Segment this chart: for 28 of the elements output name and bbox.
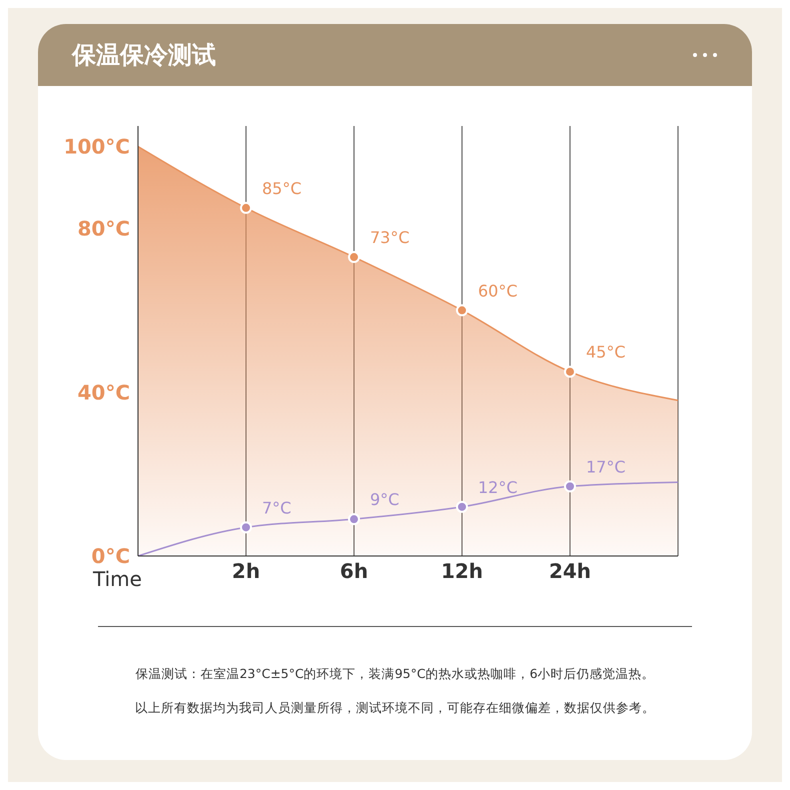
data-label: 12°C (478, 478, 518, 497)
data-label: 17°C (586, 457, 626, 476)
x-axis-title: Time (92, 567, 142, 591)
point (240, 202, 252, 214)
data-label: 45°C (586, 342, 626, 362)
data-label: 9°C (370, 490, 400, 510)
point (348, 251, 360, 264)
y-tick-label: 80°C (77, 216, 130, 240)
y-tick-label: 40°C (77, 380, 130, 404)
data-label: 7°C (262, 498, 292, 518)
point (564, 366, 576, 378)
x-tick-label: 2h (232, 559, 260, 584)
point (348, 513, 360, 526)
x-tick-label: 12h (440, 559, 484, 584)
point (564, 480, 576, 492)
chart-title: 保温保冷测试 (72, 40, 216, 71)
y-tick-label: 100°C (64, 134, 130, 159)
text: 以上所有数据均为我司人员测量所得，测试环境不同，可能存在细微偏差，数据仅供参考。 (134, 699, 656, 717)
x-tick-label: 6h (340, 559, 368, 584)
x-tick-label: 24h (548, 559, 592, 584)
y-tick-label: 0°C (91, 544, 130, 568)
point (240, 521, 252, 534)
data-label: 73°C (370, 228, 410, 248)
point (456, 304, 468, 316)
text: 保温测试：在室温23°C±5°C的环境下，装满95°C的热水或热咖啡，6小时后仍感觉温热。 (134, 665, 656, 683)
point (456, 500, 468, 513)
data-label: 85°C (262, 178, 302, 198)
data-label: 60°C (478, 281, 518, 300)
